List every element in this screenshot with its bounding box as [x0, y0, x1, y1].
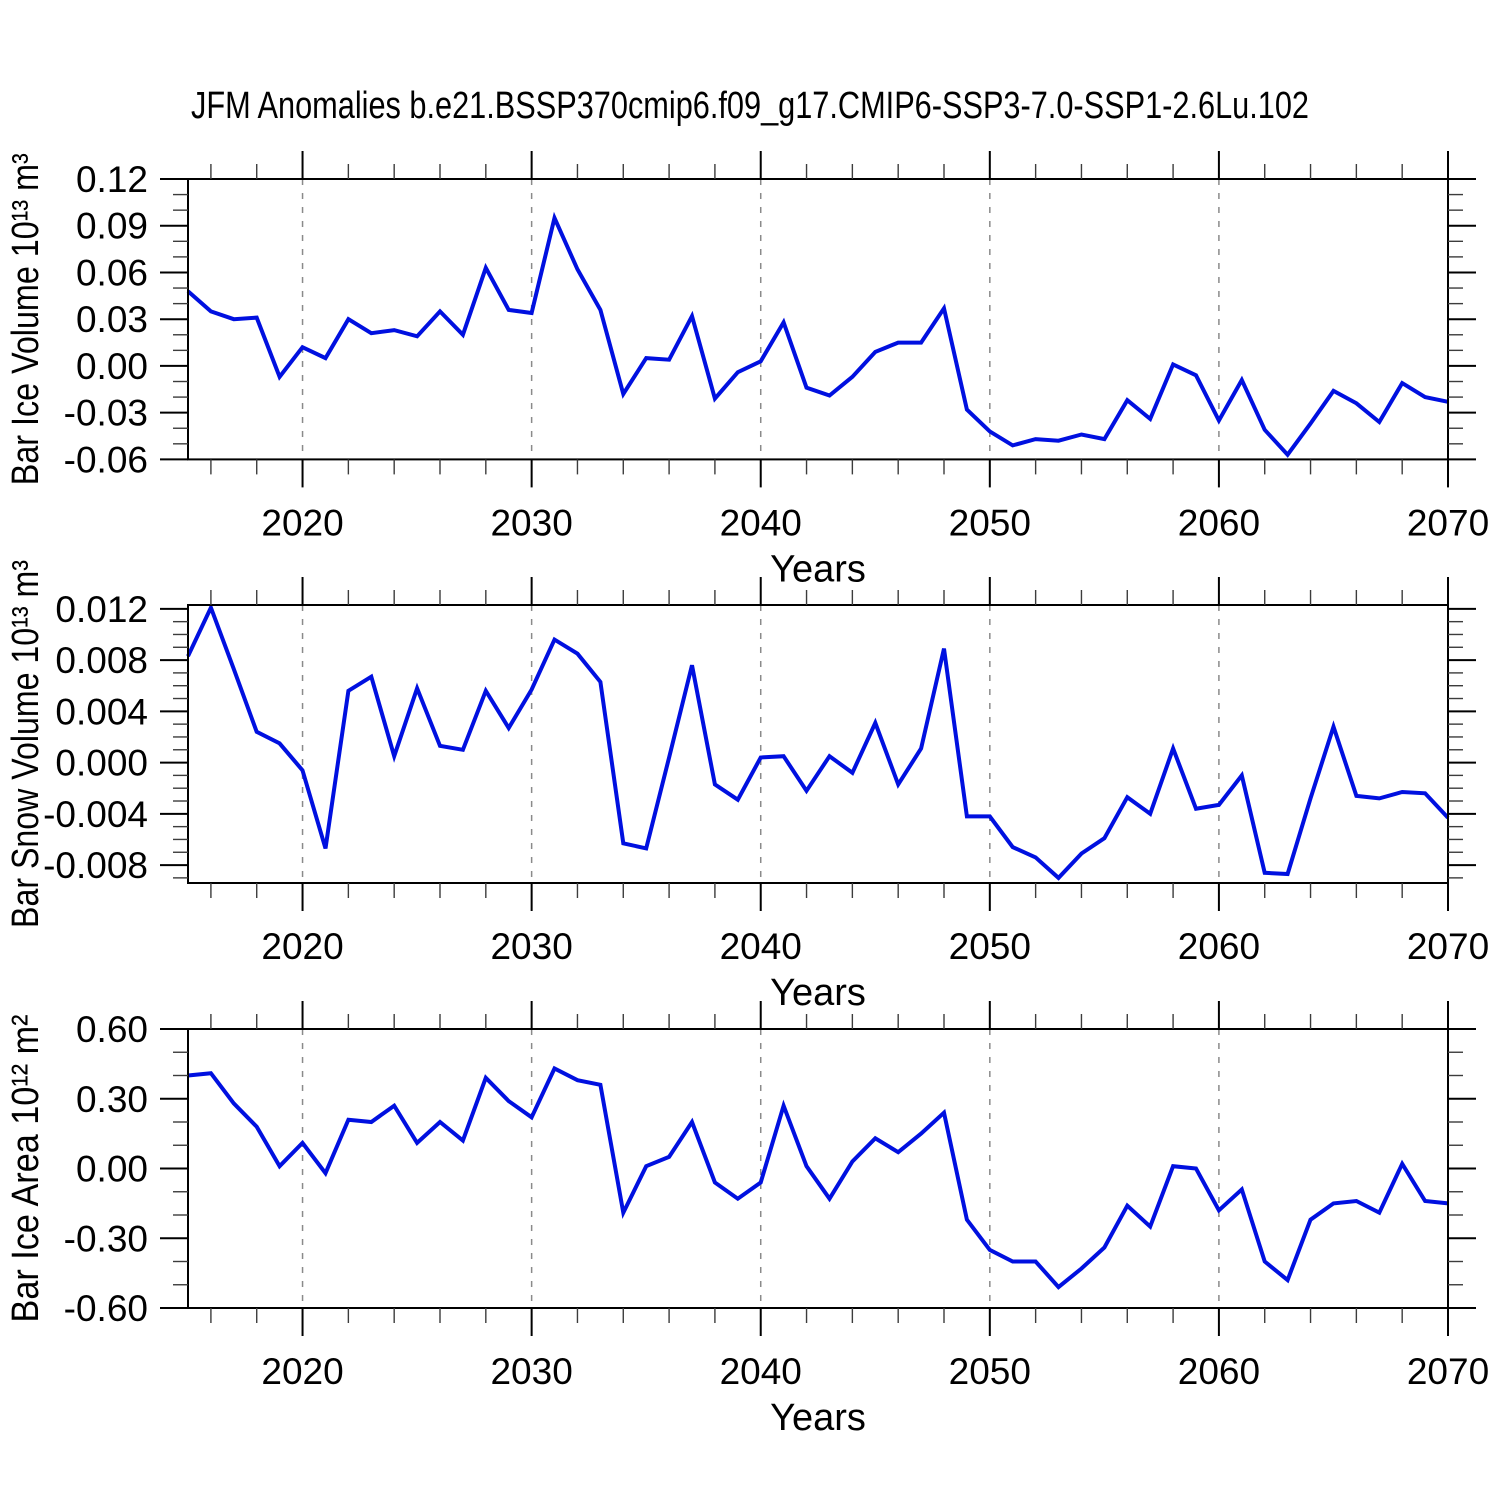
y-tick-label: 0.60 [76, 1009, 148, 1050]
x-axis-title: Years [770, 548, 866, 590]
x-tick-label: 2040 [720, 1351, 802, 1392]
figure-title: JFM Anomalies b.e21.BSSP370cmip6.f09_g17… [191, 85, 1309, 127]
x-tick-label: 2070 [1407, 1351, 1489, 1392]
x-tick-label: 2040 [720, 502, 802, 543]
x-tick-label: 2040 [720, 926, 802, 967]
y-tick-label: 0.06 [76, 252, 148, 293]
x-tick-label: 2020 [261, 502, 343, 543]
x-tick-label: 2030 [490, 1351, 572, 1392]
y-tick-label: 0.03 [76, 299, 148, 340]
x-axis-title: Years [770, 972, 866, 1014]
y-tick-label: 0.30 [76, 1079, 148, 1120]
x-tick-label: 2070 [1407, 502, 1489, 543]
chart-ice-volume: 2020 2030 2040 2050 2060 2070 0.12 0.09 0.06 0.03… [5, 151, 1489, 590]
y-tick-label: -0.60 [64, 1288, 148, 1329]
x-tick-label: 2020 [261, 926, 343, 967]
y-tick-label: 0.012 [55, 589, 148, 630]
data-line [186, 211, 1449, 458]
x-tick-label: 2050 [949, 1351, 1031, 1392]
x-tick-label: 2070 [1407, 926, 1489, 967]
x-axis-title: Years [770, 1397, 866, 1439]
y-tick-label: -0.008 [43, 845, 148, 886]
y-tick-label: -0.03 [64, 393, 148, 434]
x-tick-label: 2030 [490, 926, 572, 967]
y-tick-label: 0.000 [55, 743, 148, 784]
data-line [186, 602, 1450, 881]
x-tick-label: 2020 [261, 1351, 343, 1392]
plot-frame [187, 604, 1449, 884]
y-axis-title: Bar Ice Volume 10¹³ m³ [5, 153, 47, 485]
chart-ice-area: 2020 2030 2040 2050 2060 2070 0.60 0.30 0.00 -0.3… [5, 1001, 1489, 1439]
y-tick-label: 0.00 [76, 1149, 148, 1190]
data-line [187, 1065, 1449, 1290]
y-tick-label: 0.004 [55, 691, 148, 732]
y-tick-label: -0.004 [43, 794, 148, 835]
y-axis-title: Bar Ice Area 10¹² m² [5, 1015, 47, 1323]
x-tick-label: 2060 [1178, 1351, 1260, 1392]
y-tick-label: 0.00 [76, 346, 148, 387]
y-axis-title: Bar Snow Volume 10¹³ m³ [5, 560, 47, 928]
x-tick-label: 2050 [949, 502, 1031, 543]
y-tick-label: 0.12 [76, 159, 148, 200]
x-tick-label: 2060 [1178, 926, 1260, 967]
x-tick-label: 2030 [490, 502, 572, 543]
y-tick-label: 0.008 [55, 640, 148, 681]
plot-frame [187, 1028, 1449, 1309]
y-tick-label: -0.06 [64, 439, 148, 480]
x-tick-label: 2050 [949, 926, 1031, 967]
x-tick-label: 2060 [1178, 502, 1260, 543]
y-tick-label: -0.30 [64, 1218, 148, 1259]
y-tick-label: 0.09 [76, 206, 148, 247]
chart-snow-volume: 2020 2030 2040 2050 2060 2070 0.012 0.008 0.004 0… [5, 560, 1489, 1014]
